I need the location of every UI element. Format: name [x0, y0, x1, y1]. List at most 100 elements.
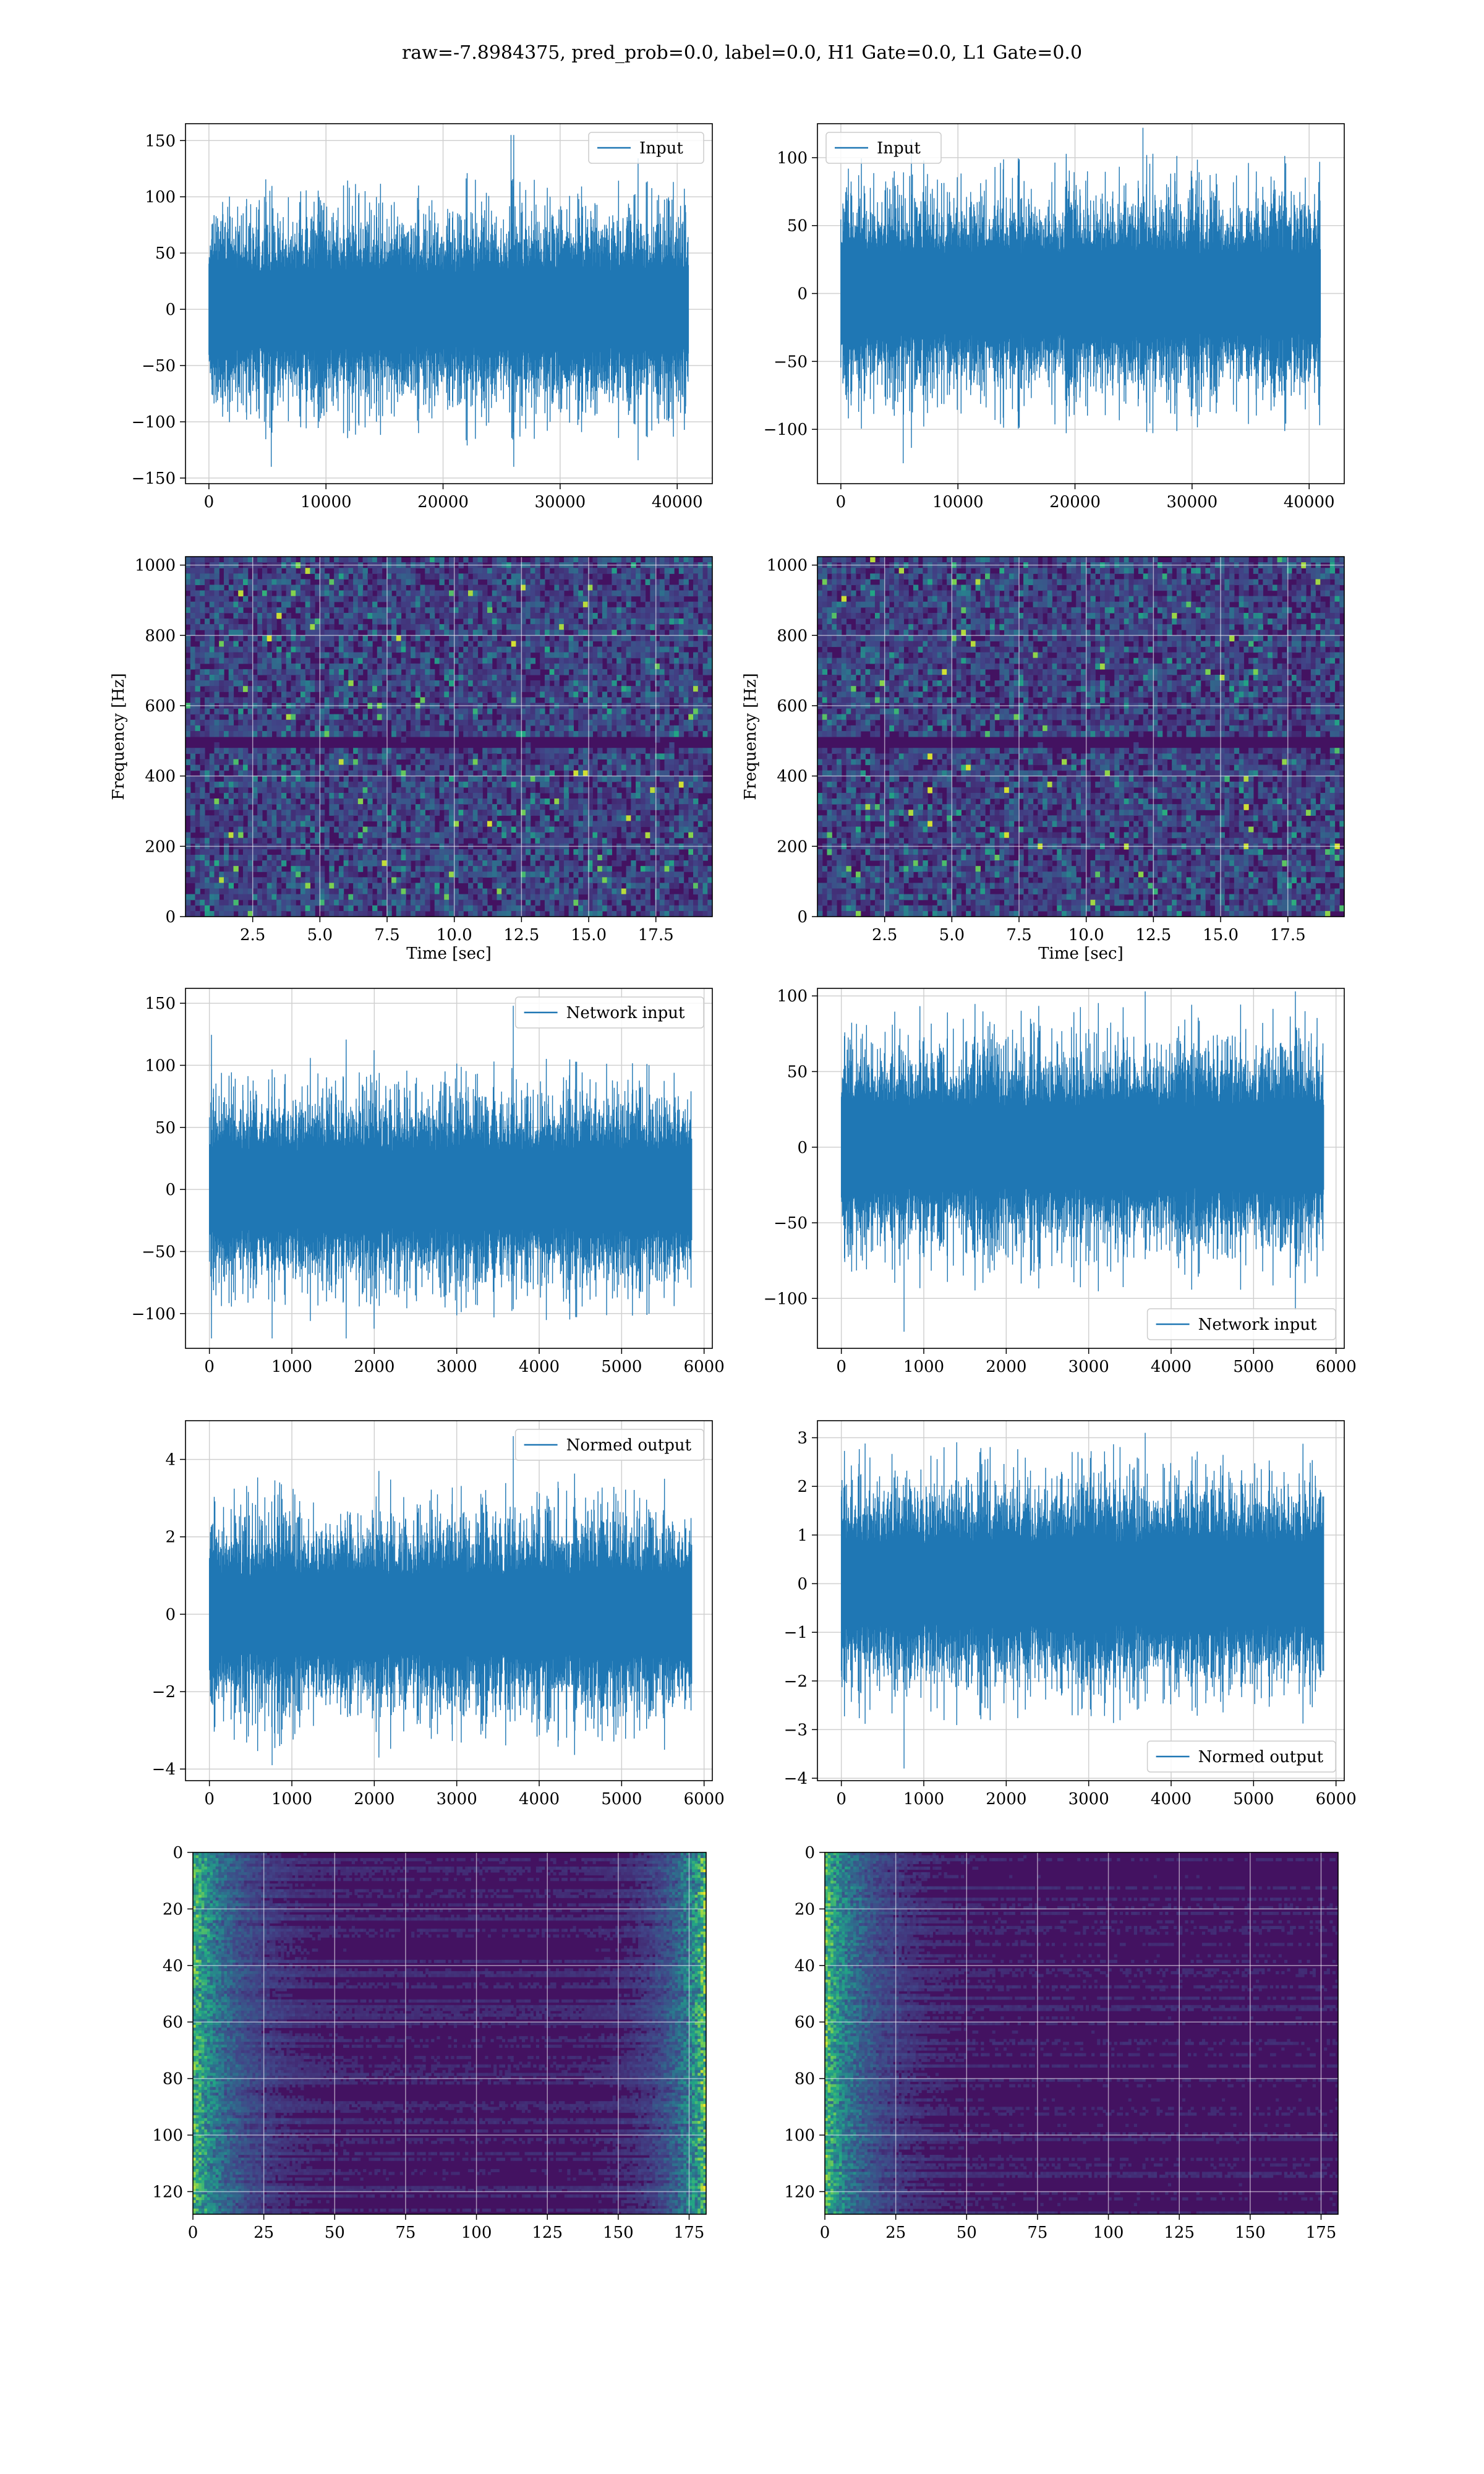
input-l1-ytick-label: 0	[797, 285, 808, 304]
network-input-h1-ytick-label: 100	[145, 1056, 176, 1075]
input-l1-legend-label: Input	[877, 139, 921, 158]
feature-map-h1-xtick-label: 150	[603, 2224, 634, 2242]
input-h1-ytick-label: 150	[145, 132, 176, 150]
feature-map-h1-axes: 0 25 50 75 100 125 150 175 0 20 40 60 80 100 120	[152, 1844, 707, 2242]
normed-output-h1-series-line	[208, 1436, 693, 1765]
input-l1-xtick-label: 20000	[1049, 493, 1101, 511]
input-l1-plot-area	[840, 127, 1321, 464]
spectrogram-l1-xtick-label: 5.0	[939, 926, 965, 944]
normed-output-l1-series-line	[840, 1432, 1324, 1769]
input-l1-xtick-label: 0	[836, 493, 846, 511]
network-input-h1-legend-label: Network input	[566, 1004, 685, 1022]
feature-map-l1-frame	[824, 1852, 1339, 2215]
normed-output-l1-ytick-label: −4	[784, 1770, 808, 1788]
input-h1-ytick-label: 100	[145, 188, 176, 207]
feature-map-l1-ytick-label: 0	[804, 1844, 815, 1862]
network-input-h1-ytick-label: −100	[132, 1305, 176, 1324]
spectrogram-h1-axes: 2.5 5.0 7.5 10.0 12.5 15.0 17.5 0 200 400 600 800 10…	[109, 556, 713, 963]
spectrogram-l1-ytick-label: 800	[777, 627, 808, 645]
network-input-h1-xtick-label: 0	[204, 1358, 215, 1376]
feature-map-l1-xtick-label: 25	[885, 2224, 906, 2242]
normed-output-h1-axes: 0 1000 2000 3000 4000 5000 6000 −4 −2 0 2 4 Normed o…	[152, 1420, 725, 1808]
feature-map-l1-xtick-label: 175	[1306, 2224, 1337, 2242]
normed-output-l1-xtick-label: 1000	[903, 1790, 944, 1808]
normed-output-h1-xtick-label: 1000	[271, 1790, 312, 1808]
normed-output-l1-xtick-label: 5000	[1233, 1790, 1274, 1808]
spectrogram-h1-ytick-label: 400	[145, 768, 176, 786]
input-h1-xtick-label: 20000	[417, 493, 469, 511]
spectrogram-l1-ytick-label: 1000	[767, 557, 808, 575]
feature-map-l1-axes: 0 25 50 75 100 125 150 175 0 20 40 60 80 100 120	[784, 1844, 1339, 2242]
network-input-l1-xtick-label: 6000	[1316, 1358, 1357, 1376]
normed-output-h1-xtick-label: 6000	[684, 1790, 725, 1808]
network-input-h1-ytick-label: 0	[165, 1181, 176, 1199]
spectrogram-h1-grid	[186, 557, 712, 917]
network-input-l1-ytick-label: −100	[764, 1290, 808, 1308]
spectrogram-l1-ytick-label: 600	[777, 697, 808, 716]
normed-output-h1-ytick-label: −2	[152, 1683, 176, 1701]
spectrogram-h1-xtick-label: 5.0	[307, 926, 333, 944]
input-l1-ytick-label: −50	[774, 353, 808, 371]
network-input-h1-xtick-label: 4000	[519, 1358, 560, 1376]
feature-map-h1-ytick-label: 20	[163, 1900, 183, 1919]
normed-output-h1-legend: Normed output	[514, 1429, 704, 1461]
normed-output-h1-legend-label: Normed output	[566, 1436, 692, 1455]
normed-output-h1-xtick-label: 0	[204, 1790, 215, 1808]
input-h1-ytick-label: −100	[132, 413, 176, 432]
feature-map-h1-xtick-label: 50	[325, 2224, 345, 2242]
spectrogram-l1-xtick-label: 12.5	[1135, 926, 1171, 944]
input-l1-ytick-label: 100	[777, 149, 808, 168]
network-input-l1-xtick-label: 5000	[1233, 1358, 1274, 1376]
feature-map-h1-ytick-label: 0	[173, 1844, 183, 1862]
feature-map-h1-xtick-label: 25	[254, 2224, 274, 2242]
spectrogram-h1-ytick-label: 800	[145, 627, 176, 645]
normed-output-h1-xtick-label: 2000	[354, 1790, 394, 1808]
spectrogram-h1-xtick-label: 7.5	[374, 926, 399, 944]
spectrogram-l1-xtick-label: 7.5	[1006, 926, 1031, 944]
network-input-h1-axes: 0 1000 2000 3000 4000 5000 6000 −100 −50 0 50 100 15…	[132, 988, 725, 1376]
network-input-h1-frame	[185, 988, 713, 1349]
input-h1-xtick-label: 10000	[301, 493, 352, 511]
input-h1-ytick-label: 50	[155, 244, 176, 263]
normed-output-h1-xtick-label: 3000	[437, 1790, 477, 1808]
network-input-l1-ytick-label: 50	[787, 1063, 808, 1081]
network-input-l1-legend: Network input	[1146, 1308, 1336, 1340]
input-l1-xtick-label: 30000	[1167, 493, 1218, 511]
network-input-l1-legend-label: Network input	[1198, 1316, 1317, 1334]
network-input-l1-frame	[817, 988, 1345, 1349]
network-input-l1-xtick-label: 3000	[1068, 1358, 1109, 1376]
network-input-h1-xtick-label: 1000	[271, 1358, 312, 1376]
feature-map-l1-xtick-label: 150	[1235, 2224, 1266, 2242]
network-input-h1-xtick-label: 3000	[437, 1358, 477, 1376]
normed-output-l1-xtick-label: 4000	[1151, 1790, 1192, 1808]
feature-map-l1-xtick-label: 125	[1164, 2224, 1195, 2242]
normed-output-l1-plot-area	[840, 1432, 1324, 1769]
feature-map-h1-plot-area	[193, 1852, 706, 2214]
spectrogram-h1-xtick-label: 12.5	[503, 926, 539, 944]
network-input-l1-ytick-label: 0	[797, 1139, 808, 1157]
feature-map-h1-xtick-label: 100	[461, 2224, 492, 2242]
normed-output-l1-axes: 0 1000 2000 3000 4000 5000 6000 −4 −3 −2 −1 0 1 2 3 Nor…	[784, 1420, 1357, 1808]
network-input-h1-ytick-label: 50	[155, 1119, 176, 1137]
normed-output-l1-ytick-label: −3	[784, 1721, 808, 1739]
spectrogram-h1-ylabel: Frequency [Hz]	[109, 673, 128, 800]
normed-output-l1-ytick-label: 3	[797, 1429, 808, 1448]
input-h1-axes: 0 10000 20000 30000 40000 −150 −100 −50 0 50 100 15…	[132, 123, 713, 511]
input-h1-plot-area	[208, 135, 689, 467]
network-input-h1-plot-area	[208, 1006, 693, 1338]
normed-output-l1-frame	[817, 1420, 1345, 1781]
input-l1-xtick-label: 10000	[932, 493, 984, 511]
feature-map-l1-ytick-label: 80	[795, 2070, 815, 2089]
spectrogram-l1-xtick-label: 10.0	[1068, 926, 1104, 944]
normed-output-l1-legend-label: Normed output	[1198, 1748, 1324, 1766]
feature-map-l1-grid	[825, 1852, 1338, 2214]
spectrogram-h1-frame	[185, 556, 713, 917]
normed-output-h1-ytick-label: −4	[152, 1760, 176, 1779]
input-l1-axes: 0 10000 20000 30000 40000 −100 −50 0 50 100 Input	[764, 123, 1345, 511]
input-h1-xtick-label: 0	[204, 493, 215, 511]
normed-output-l1-ytick-label: 0	[797, 1575, 808, 1593]
network-input-h1-ytick-label: 150	[145, 995, 176, 1013]
network-input-h1-series-line	[208, 1006, 693, 1338]
network-input-l1-ytick-label: −50	[774, 1214, 808, 1233]
